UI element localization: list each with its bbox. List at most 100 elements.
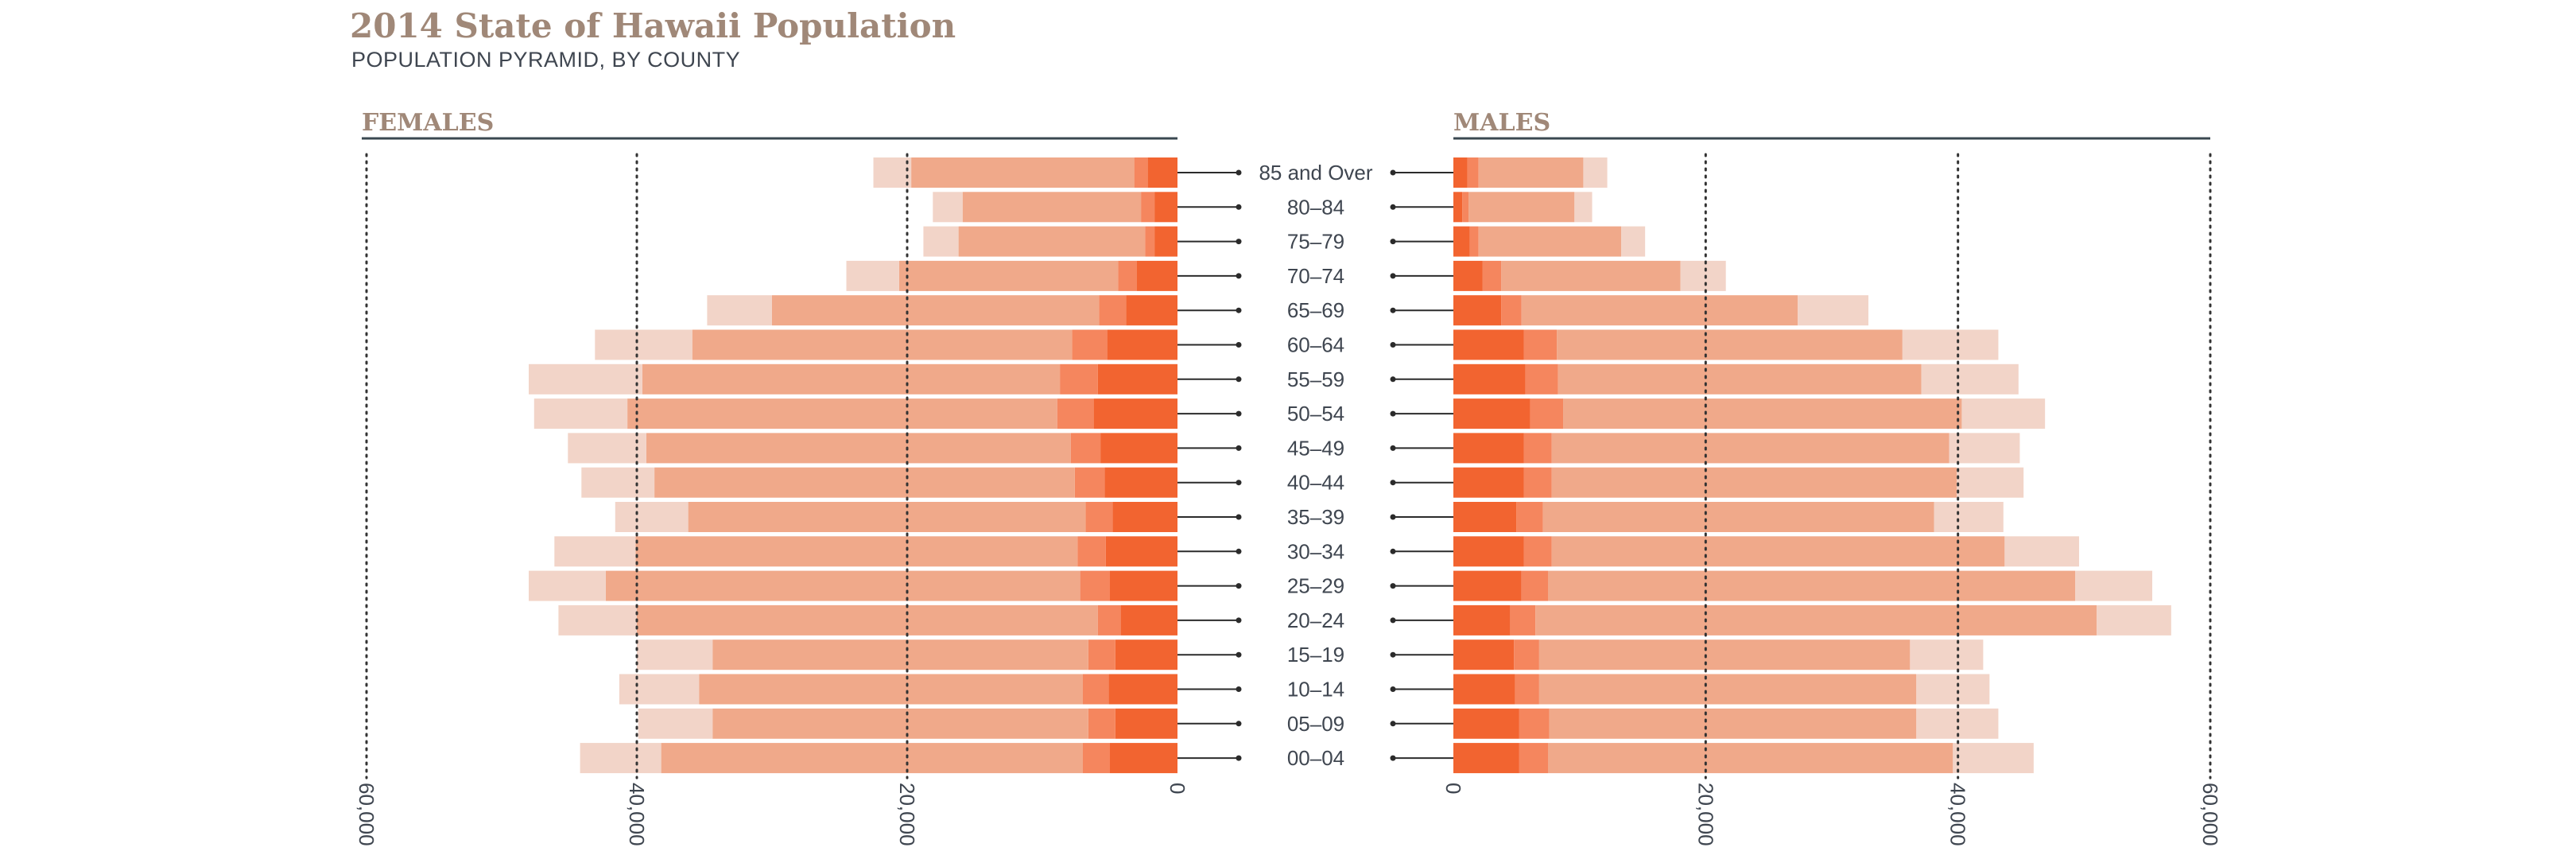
bar-male-1-3 (1574, 192, 1593, 223)
bar-male-2-0 (1453, 226, 1470, 257)
bar-female-3-3 (846, 260, 899, 291)
bar-male-16-2 (1549, 708, 1917, 739)
category-label-13: 20–24 (1287, 608, 1344, 632)
bar-male-17-1 (1519, 743, 1548, 774)
bar-male-17-3 (1953, 743, 2034, 774)
bar-female-2-1 (1145, 226, 1155, 257)
bar-female-5-1 (1072, 329, 1108, 360)
bar-female-16-3 (638, 708, 713, 739)
bar-female-0-2 (911, 157, 1135, 188)
category-label-3: 70–74 (1287, 264, 1344, 288)
bar-male-13-0 (1453, 604, 1511, 636)
category-label-1: 80–84 (1287, 195, 1344, 219)
bar-male-17-0 (1453, 743, 1519, 774)
bar-male-8-1 (1523, 433, 1552, 464)
bar-male-15-0 (1453, 674, 1515, 705)
bar-male-5-1 (1523, 329, 1558, 360)
bar-male-17-2 (1548, 743, 1953, 774)
category-label-5: 60–64 (1287, 333, 1344, 357)
bar-female-12-0 (1110, 570, 1177, 601)
bar-female-13-1 (1097, 604, 1121, 636)
bar-female-9-0 (1104, 467, 1177, 498)
bar-male-11-3 (2004, 536, 2079, 567)
bar-female-16-0 (1115, 708, 1177, 739)
bar-female-0-1 (1134, 157, 1148, 188)
tick-label-male-3: 60,000 (2198, 783, 2222, 846)
bar-male-8-3 (1949, 433, 2020, 464)
bar-male-0-2 (1478, 157, 1584, 188)
bar-female-11-1 (1077, 536, 1106, 567)
connector-dot-left-11 (1236, 548, 1242, 554)
bar-female-17-3 (580, 743, 661, 774)
bar-female-16-1 (1088, 708, 1115, 739)
bar-female-11-2 (635, 536, 1078, 567)
bar-female-10-3 (615, 502, 689, 532)
connector-dot-left-8 (1236, 445, 1242, 451)
tick-label-female-2: 40,000 (625, 783, 649, 846)
bar-male-9-3 (1957, 467, 2024, 498)
bar-male-3-3 (1680, 260, 1726, 291)
connector-dot-left-3 (1236, 273, 1242, 279)
bar-female-2-3 (923, 226, 959, 257)
connector-dot-left-10 (1236, 514, 1242, 520)
bar-male-9-0 (1453, 467, 1524, 498)
category-label-14: 15–19 (1287, 643, 1344, 667)
bar-female-10-1 (1085, 502, 1113, 532)
category-label-6: 55–59 (1287, 367, 1344, 391)
connector-dot-right-13 (1390, 617, 1396, 624)
bar-female-9-1 (1074, 467, 1105, 498)
bar-male-14-2 (1538, 639, 1911, 670)
connector-dot-right-1 (1390, 204, 1396, 210)
connector-dot-left-1 (1236, 204, 1242, 210)
bar-male-0-0 (1453, 157, 1468, 188)
chart-title: 2014 State of Hawaii Population (350, 6, 956, 45)
category-label-8: 45–49 (1287, 436, 1344, 460)
bar-female-3-0 (1137, 260, 1177, 291)
bar-female-15-3 (619, 674, 700, 705)
bar-male-13-1 (1510, 604, 1536, 636)
bar-female-8-0 (1100, 433, 1177, 464)
bar-female-0-0 (1147, 157, 1177, 188)
connector-dot-left-14 (1236, 651, 1242, 658)
bar-male-15-2 (1538, 674, 1917, 705)
bar-female-8-2 (646, 433, 1071, 464)
bar-male-14-0 (1453, 639, 1515, 670)
bar-female-14-2 (712, 639, 1088, 670)
category-label-17: 00–04 (1287, 746, 1344, 770)
bar-female-4-1 (1099, 295, 1127, 326)
bar-female-8-1 (1070, 433, 1101, 464)
bar-female-3-1 (1118, 260, 1137, 291)
connector-dot-left-5 (1236, 342, 1242, 348)
bar-male-11-1 (1523, 536, 1552, 567)
connector-dot-left-13 (1236, 617, 1242, 624)
bar-male-5-3 (1902, 329, 1999, 360)
bar-male-6-0 (1453, 363, 1526, 395)
bar-female-7-2 (627, 398, 1057, 430)
connector-dot-right-16 (1390, 721, 1396, 727)
tick-label-female-3: 60,000 (355, 783, 378, 846)
bar-female-15-2 (699, 674, 1083, 705)
bar-male-4-0 (1453, 295, 1502, 326)
connector-dot-left-9 (1236, 480, 1242, 486)
bar-male-10-3 (1934, 502, 2004, 532)
bar-male-9-2 (1551, 467, 1957, 498)
bar-female-7-3 (533, 398, 628, 430)
bar-female-6-2 (642, 363, 1061, 395)
bar-female-9-3 (581, 467, 655, 498)
bar-male-3-1 (1482, 260, 1502, 291)
bar-male-10-2 (1542, 502, 1934, 532)
bar-female-2-2 (958, 226, 1146, 257)
chart-subtitle: POPULATION PYRAMID, BY COUNTY (351, 48, 741, 72)
bar-female-11-3 (554, 536, 636, 567)
bar-female-6-0 (1097, 363, 1177, 395)
bar-male-4-1 (1501, 295, 1522, 326)
bar-female-11-0 (1105, 536, 1177, 567)
bar-male-9-1 (1523, 467, 1552, 498)
bar-male-15-1 (1515, 674, 1539, 705)
bar-female-13-0 (1120, 604, 1177, 636)
category-label-15: 10–14 (1287, 678, 1344, 702)
bar-female-7-1 (1057, 398, 1094, 430)
bar-female-1-3 (933, 192, 963, 223)
tick-label-male-2: 40,000 (1946, 783, 1970, 846)
connector-dot-left-7 (1236, 410, 1242, 417)
